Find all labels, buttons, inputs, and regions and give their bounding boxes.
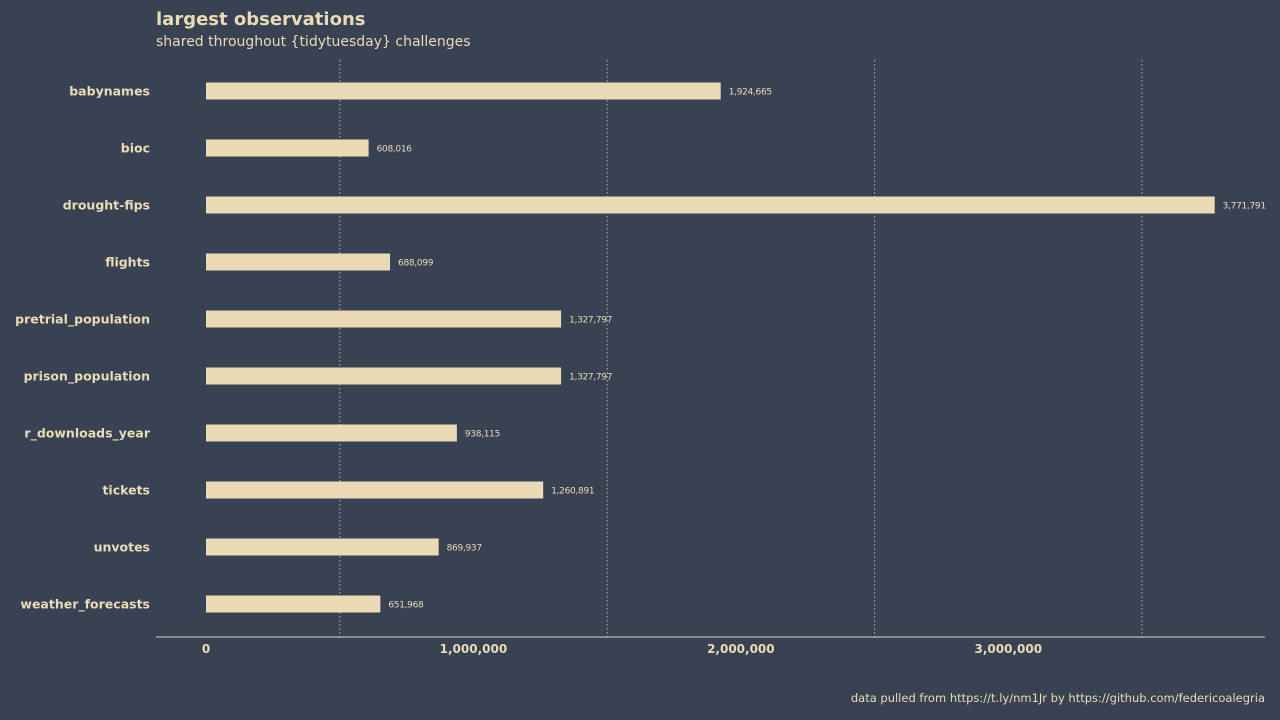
bar [206,538,439,556]
bar [206,424,457,442]
bar [206,82,721,100]
bar [206,310,562,328]
category-label: babynames [69,84,150,99]
value-label: 1,260,891 [551,487,594,497]
bar [206,367,562,385]
value-label: 608,016 [377,145,413,155]
category-label: weather_forecasts [20,597,150,613]
value-label: 1,924,665 [729,88,772,98]
x-tick-label: 2,000,000 [707,642,775,656]
bar [206,481,544,499]
value-label: 869,937 [447,544,482,554]
chart-caption: data pulled from https://t.ly/nm1Jr by h… [850,691,1265,705]
chart-title: largest observations [156,9,366,30]
category-label: pretrial_population [15,312,150,328]
bar [206,196,1215,214]
bar [206,139,369,157]
value-label: 3,771,791 [1223,202,1266,212]
category-label: r_downloads_year [24,426,150,442]
value-label: 651,968 [388,601,424,611]
value-label: 1,327,797 [569,373,612,383]
x-tick-label: 0 [202,642,210,656]
bar [206,595,381,613]
value-label: 938,115 [465,430,500,440]
category-label: prison_population [24,369,150,385]
bar [206,253,391,271]
value-label: 688,099 [398,259,434,269]
category-label: tickets [102,483,150,498]
x-tick-label: 1,000,000 [440,642,508,656]
category-label: flights [105,255,150,270]
category-label: bioc [121,141,150,156]
category-label: drought-fips [63,198,150,213]
x-tick-label: 3,000,000 [974,642,1042,656]
value-label: 1,327,797 [569,316,612,326]
chart-subtitle: shared throughout {tidytuesday} challeng… [156,34,471,50]
category-label: unvotes [94,540,150,555]
